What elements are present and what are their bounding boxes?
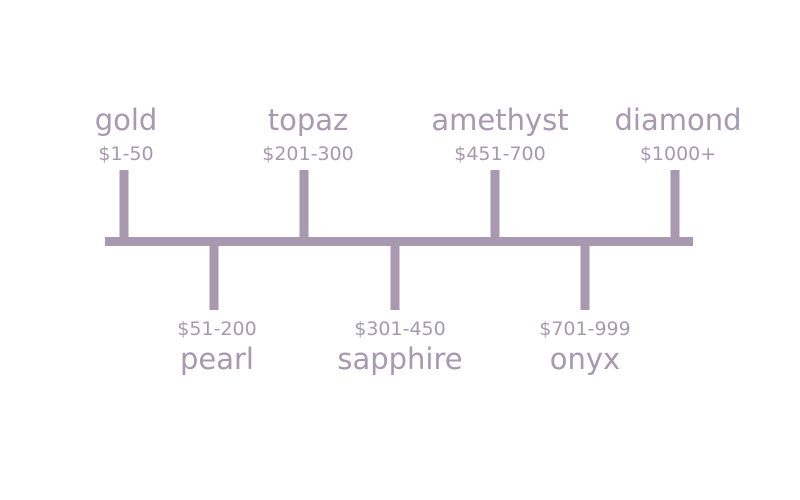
tier-range: $451-700 bbox=[454, 143, 545, 165]
tier-tick bbox=[209, 245, 219, 310]
tier-tick bbox=[299, 170, 309, 238]
tier-name: pearl bbox=[180, 342, 254, 376]
tier-tick bbox=[119, 170, 129, 238]
tier-name: diamond bbox=[614, 103, 741, 137]
tier-name: sapphire bbox=[337, 342, 462, 376]
tier-range: $1-50 bbox=[98, 143, 153, 165]
tier-topaz: topaz $201-300 bbox=[262, 103, 354, 238]
tier-range: $301-450 bbox=[354, 318, 445, 340]
tier-markers: gold $1-50 pearl$51-200 topaz $201-300 sapphi… bbox=[95, 103, 742, 376]
tier-diamond: diamond $1000+ bbox=[614, 103, 742, 238]
tier-range: $51-200 bbox=[177, 318, 256, 340]
tier-tick bbox=[390, 245, 400, 310]
tier-name: gold bbox=[95, 103, 158, 137]
tier-tick bbox=[580, 245, 590, 310]
tier-pearl: pearl$51-200 bbox=[177, 245, 257, 376]
timeline-axis bbox=[105, 237, 693, 246]
tier-gold: gold $1-50 bbox=[95, 103, 158, 238]
tier-range: $701-999 bbox=[539, 318, 630, 340]
tier-amethyst: amethyst $451-700 bbox=[431, 103, 569, 238]
tier-sapphire: sapphire$301-450 bbox=[337, 245, 463, 376]
tier-tick bbox=[490, 170, 500, 238]
tier-range: $201-300 bbox=[262, 143, 353, 165]
tier-name: topaz bbox=[268, 103, 349, 137]
tier-range: $1000+ bbox=[640, 143, 716, 165]
tier-name: onyx bbox=[550, 342, 620, 376]
tier-onyx: onyx$701-999 bbox=[539, 245, 631, 376]
tier-tick bbox=[670, 170, 680, 238]
tier-name: amethyst bbox=[431, 103, 568, 137]
